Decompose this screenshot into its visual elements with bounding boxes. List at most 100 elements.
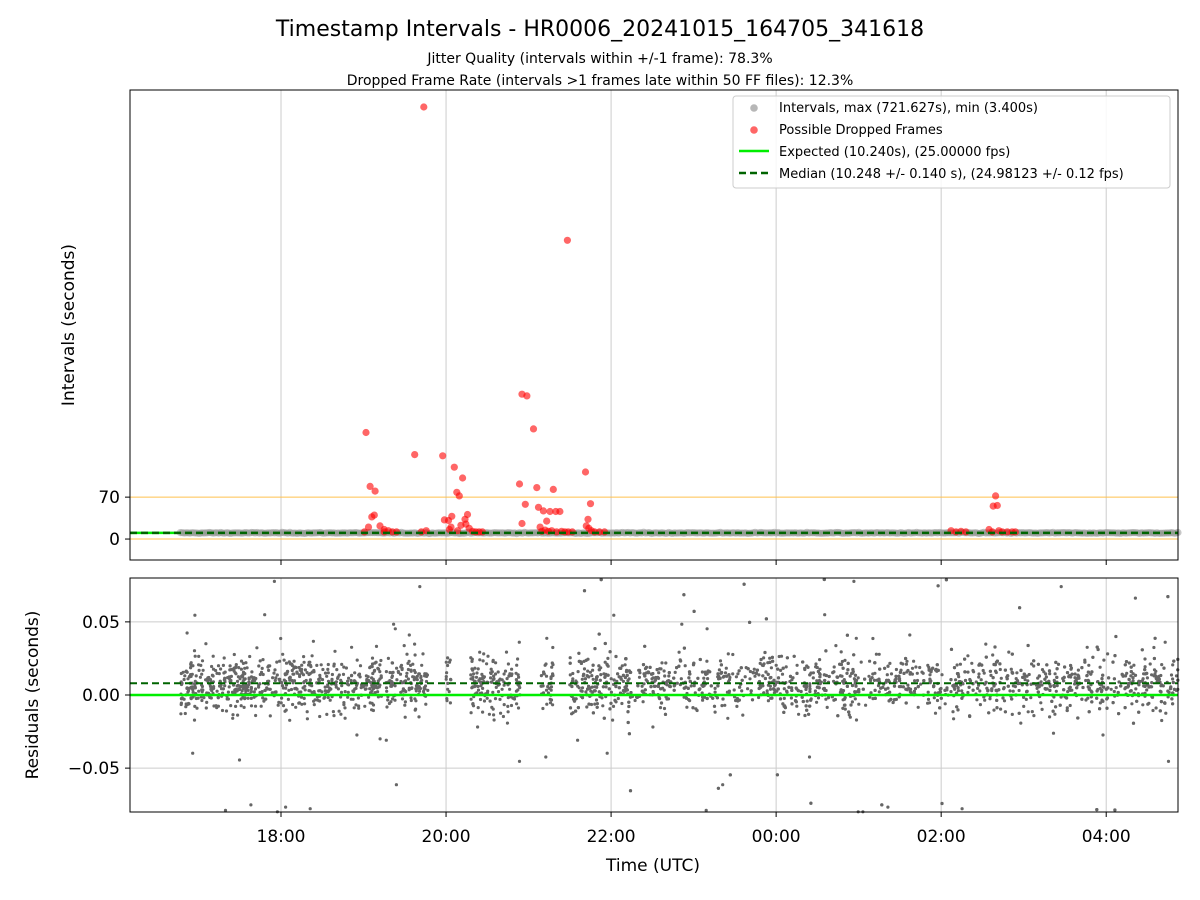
residual-point	[1145, 676, 1149, 680]
residual-point	[339, 712, 343, 716]
residual-point	[239, 659, 244, 663]
residual-point	[1159, 673, 1163, 678]
residual-point	[218, 684, 223, 688]
residual-point	[492, 713, 496, 717]
residual-point	[1003, 668, 1008, 672]
residual-point	[994, 669, 998, 673]
residual-point	[539, 674, 544, 678]
residual-point	[426, 688, 430, 693]
residual-point	[1133, 673, 1138, 677]
residuals-y-axis-label: Residuals (seconds)	[23, 611, 43, 780]
residual-point	[350, 673, 354, 677]
residual-point	[658, 697, 662, 701]
residual-point	[899, 685, 903, 689]
residual-point	[768, 687, 773, 691]
residual-point	[839, 688, 843, 692]
residual-point	[845, 684, 850, 689]
residual-point	[931, 666, 935, 670]
residual-point	[346, 690, 350, 694]
residual-point	[927, 668, 931, 672]
residual-point	[1124, 660, 1129, 664]
residual-point	[197, 689, 201, 693]
residual-point	[768, 656, 772, 660]
residual-point	[318, 673, 322, 678]
residual-point	[762, 656, 766, 660]
residual-point	[904, 687, 908, 691]
residual-point	[480, 672, 484, 677]
residual-point	[627, 732, 632, 736]
residual-point	[182, 677, 186, 682]
residual-point	[1037, 674, 1041, 678]
residual-point	[546, 685, 550, 689]
residual-point	[344, 666, 348, 670]
residual-point	[850, 683, 855, 688]
residual-point	[726, 716, 730, 720]
residual-point	[343, 690, 347, 694]
residual-point	[1005, 675, 1009, 679]
residual-point	[315, 663, 319, 668]
residual-point	[665, 683, 669, 687]
residual-point	[835, 675, 840, 679]
residual-point	[1152, 674, 1156, 678]
residual-point	[951, 710, 955, 714]
time-x-tick-label: 00:00	[752, 827, 801, 847]
residual-point	[970, 661, 974, 665]
dropped-frame-point	[581, 468, 590, 476]
residual-point	[740, 678, 744, 682]
residual-point	[851, 670, 855, 674]
residual-point	[843, 658, 847, 663]
residual-point	[1085, 673, 1089, 677]
residual-point	[1095, 808, 1099, 812]
residual-point	[1062, 688, 1066, 692]
residual-point	[258, 659, 262, 663]
residual-point	[417, 685, 421, 689]
residual-point	[282, 658, 286, 662]
residual-point	[910, 666, 915, 670]
residual-point	[469, 697, 473, 701]
residual-point	[474, 675, 479, 679]
residual-point	[649, 685, 653, 689]
residual-point	[224, 709, 229, 713]
residual-point	[589, 702, 594, 707]
residual-point	[991, 676, 995, 680]
residual-point	[725, 690, 730, 694]
residual-point	[682, 646, 687, 650]
time-x-axis: 18:00 20:00 22:00 00:00 02:00 04:00	[257, 812, 1131, 847]
residual-point	[894, 667, 899, 672]
intervals-plot-frame	[129, 89, 1179, 561]
residual-point	[478, 697, 483, 702]
residual-point	[374, 644, 379, 649]
residual-point	[949, 690, 953, 694]
residual-point	[960, 696, 964, 700]
residual-point	[606, 656, 610, 661]
residual-point	[645, 679, 649, 684]
residual-point	[760, 663, 765, 667]
residual-point	[940, 673, 944, 677]
residual-point	[1137, 683, 1141, 687]
residual-point	[551, 645, 555, 650]
residual-point	[476, 688, 481, 692]
residual-point	[1073, 672, 1077, 676]
residual-point	[330, 679, 334, 683]
residual-point	[579, 689, 583, 693]
residual-point	[285, 672, 289, 676]
residual-point	[1076, 716, 1080, 720]
residual-point	[212, 685, 216, 689]
intervals-legend: Intervals, max (721.627s), min (3.400s) …	[732, 95, 1171, 189]
residual-point	[493, 697, 498, 701]
residual-point	[650, 672, 654, 676]
residual-point	[211, 674, 215, 678]
residual-point	[672, 688, 676, 692]
residual-point	[1006, 684, 1010, 688]
residual-point	[1065, 708, 1069, 713]
residual-point	[838, 674, 843, 678]
residual-point	[1096, 647, 1100, 652]
residual-point	[1019, 668, 1023, 673]
residual-point	[444, 677, 448, 681]
residual-point	[297, 665, 301, 670]
residual-point	[932, 685, 936, 689]
residual-point	[418, 585, 422, 589]
residual-point	[261, 658, 265, 662]
dropped-frame-point	[447, 523, 455, 531]
residual-point	[339, 690, 344, 695]
